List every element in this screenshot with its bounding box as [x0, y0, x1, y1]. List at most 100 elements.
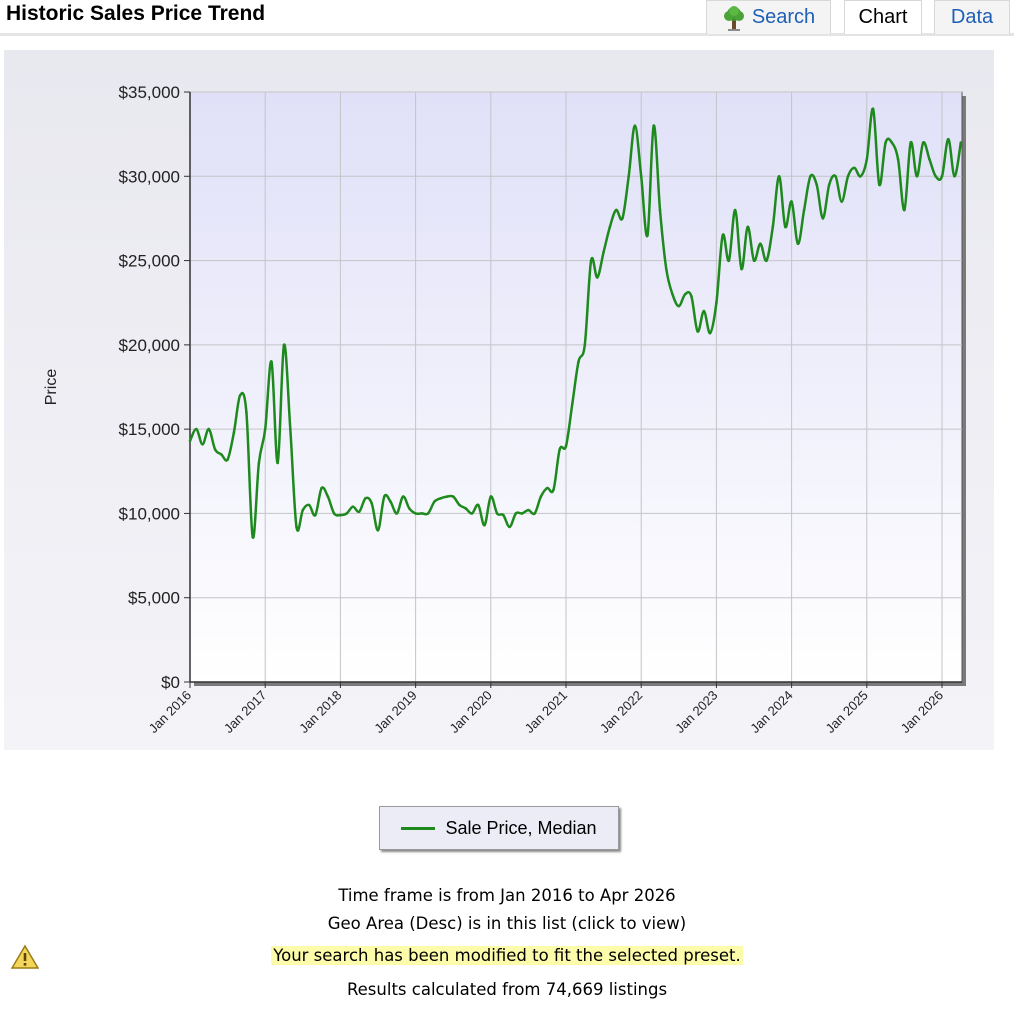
- data-point: [552, 488, 555, 492]
- data-point: [683, 293, 687, 296]
- data-point: [652, 124, 655, 127]
- data-point: [502, 513, 505, 517]
- chart-legend: Sale Price, Median: [379, 806, 619, 850]
- data-point: [339, 513, 342, 517]
- data-point: [853, 166, 856, 170]
- data-point: [345, 512, 349, 515]
- geo-area-link[interactable]: Geo Area (Desc) is in this list (click t…: [327, 914, 687, 933]
- data-point: [821, 217, 825, 220]
- data-point: [790, 200, 793, 203]
- data-point: [865, 158, 869, 161]
- data-point: [690, 294, 693, 298]
- warning-text: Your search has been modified to fit the…: [271, 946, 743, 965]
- data-point: [934, 175, 937, 178]
- data-point: [489, 495, 493, 498]
- series-line-sale-price-median: [188, 107, 963, 539]
- data-point: [520, 512, 524, 515]
- data-point: [915, 175, 919, 178]
- data-point: [947, 137, 950, 141]
- data-point: [827, 183, 831, 186]
- data-point: [289, 427, 292, 431]
- tab-data[interactable]: Data: [934, 0, 1010, 34]
- data-point: [495, 512, 499, 515]
- data-point: [533, 512, 536, 515]
- data-point: [746, 225, 749, 229]
- data-point: [564, 444, 568, 448]
- data-point: [752, 259, 756, 262]
- data-point: [420, 512, 424, 515]
- data-point: [602, 250, 605, 254]
- data-point: [458, 503, 461, 507]
- data-point: [426, 512, 430, 515]
- data-point: [809, 175, 812, 178]
- data-point: [451, 495, 455, 498]
- y-tick-label: $15,000: [119, 420, 180, 439]
- data-point: [270, 360, 273, 364]
- data-point: [326, 495, 330, 498]
- y-tick-label: $30,000: [119, 167, 180, 186]
- data-point: [639, 175, 643, 178]
- price-trend-chart: $0 $5,000 $10,000 $15,000 $20,000 $25,000 $30,…: [4, 50, 994, 750]
- data-point: [633, 124, 637, 127]
- chart-area: $0 $5,000 $10,000 $15,000 $20,000 $25,000 $30,…: [4, 50, 994, 750]
- plot-area: [189, 91, 963, 683]
- data-point: [614, 208, 618, 212]
- data-point: [940, 175, 944, 178]
- data-point: [921, 141, 925, 144]
- data-point: [846, 175, 850, 178]
- data-point: [884, 141, 887, 144]
- data-point: [314, 513, 317, 517]
- data-point: [784, 225, 787, 229]
- data-point: [834, 175, 837, 178]
- data-point: [677, 304, 681, 308]
- data-point: [577, 360, 580, 364]
- data-point: [464, 507, 468, 510]
- tree-icon: [723, 5, 744, 31]
- data-point: [401, 495, 405, 498]
- data-point: [232, 431, 236, 434]
- page-title: Historic Sales Price Trend: [6, 2, 266, 25]
- data-point: [213, 448, 217, 451]
- data-point: [370, 502, 374, 505]
- data-point: [621, 217, 624, 220]
- data-point: [583, 343, 587, 347]
- data-point: [220, 453, 223, 456]
- tab-chart[interactable]: Chart: [844, 0, 922, 34]
- data-point: [226, 458, 229, 461]
- data-point: [245, 411, 248, 414]
- y-tick-label: $20,000: [119, 336, 180, 355]
- data-point: [276, 461, 280, 465]
- data-point: [408, 507, 411, 510]
- data-point: [771, 225, 775, 229]
- data-point: [282, 343, 286, 347]
- data-point: [727, 259, 731, 262]
- data-point: [357, 510, 361, 513]
- tab-search[interactable]: Search: [706, 0, 831, 34]
- data-point: [859, 175, 862, 178]
- data-point: [263, 427, 267, 431]
- data-point: [871, 107, 875, 111]
- data-point: [878, 183, 881, 186]
- data-point: [201, 443, 204, 446]
- data-point: [295, 525, 298, 529]
- data-point: [395, 512, 399, 515]
- data-point: [439, 497, 443, 500]
- data-point: [389, 500, 392, 503]
- data-point: [928, 158, 931, 161]
- data-point: [909, 141, 912, 144]
- data-point: [320, 486, 323, 490]
- data-point: [470, 512, 474, 515]
- data-point: [796, 242, 800, 245]
- timeframe-text: Time frame is from Jan 2016 to Apr 2026: [338, 886, 676, 905]
- legend-swatch: [401, 826, 436, 830]
- data-point: [514, 512, 518, 515]
- data-point: [571, 402, 574, 406]
- data-point: [238, 394, 242, 397]
- y-tick-label: $35,000: [119, 83, 180, 102]
- data-point: [414, 512, 417, 515]
- data-point: [433, 500, 436, 503]
- data-point: [802, 208, 806, 212]
- data-point: [483, 523, 486, 527]
- data-point: [195, 427, 198, 431]
- data-point: [364, 497, 367, 500]
